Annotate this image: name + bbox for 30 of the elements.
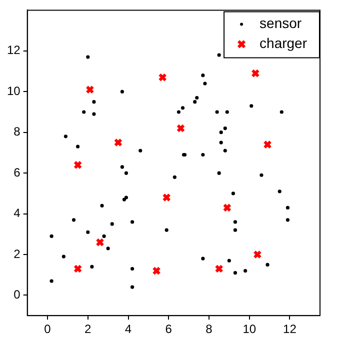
point	[222, 203, 232, 212]
y-tick-label: 8	[14, 124, 21, 139]
x-tick-label: 8	[206, 322, 213, 336]
point	[73, 264, 82, 274]
y-tick-label: 4	[14, 206, 21, 220]
y-tick-label: 0	[14, 288, 21, 302]
point	[158, 73, 167, 82]
point	[263, 140, 272, 149]
point	[162, 193, 171, 202]
y-tick-label: 6	[14, 165, 21, 180]
y-tick-label: 12	[6, 43, 21, 58]
legend-label: sensor	[260, 15, 302, 32]
point	[214, 264, 224, 274]
point	[96, 238, 104, 247]
point	[251, 68, 260, 78]
point	[86, 85, 94, 94]
y-tick-label: 10	[6, 84, 21, 98]
y-tick-label: 2	[14, 246, 21, 261]
x-tick-label: 10	[242, 322, 256, 336]
point	[114, 138, 122, 147]
x-tick-label: 2	[84, 322, 92, 336]
x-tick-label: 4	[124, 322, 132, 336]
x-tick-label: 12	[283, 322, 297, 336]
point	[73, 160, 82, 170]
x-tick-label: 6	[165, 322, 172, 336]
point	[253, 250, 262, 259]
point	[152, 266, 161, 276]
point	[176, 124, 186, 133]
x-tick-label: 0	[44, 322, 52, 336]
legend-label: charger	[260, 35, 308, 52]
